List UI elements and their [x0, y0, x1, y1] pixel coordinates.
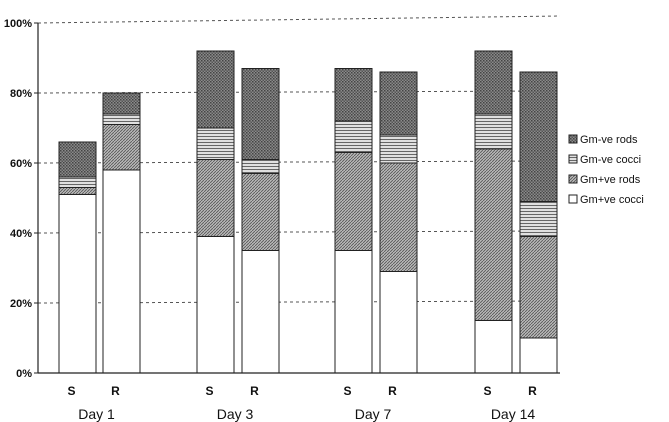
- y-tick-label: 80%: [10, 88, 32, 100]
- bar-segment-gm-ve-cocci: [334, 250, 373, 374]
- gridline: [37, 15, 561, 24]
- bar-segment-gm-ve-cocci: [241, 159, 280, 174]
- bar-segment-gm-ve-cocci: [379, 271, 418, 374]
- bar-segment-gm-ve-cocci: [196, 127, 235, 160]
- legend-label: Gm+ve rods: [580, 174, 641, 186]
- legend: Gm-ve rods Gm-ve cocci Gm+ve rods Gm+ve coc…: [568, 134, 644, 206]
- bar-segment-gm-ve-cocci: [474, 320, 513, 374]
- bar-segment-gm-ve-rods: [379, 71, 418, 136]
- x-tick-label: S: [343, 384, 351, 398]
- x-tick-label: R: [250, 384, 259, 398]
- x-tick-label: S: [67, 384, 75, 398]
- bar-segment-gm-ve-rods: [241, 68, 280, 160]
- bar-segment-gm-ve-rods: [58, 187, 97, 195]
- gridlines: [34, 15, 561, 374]
- y-tick-label: 40%: [10, 228, 32, 240]
- bar-segment-gm-ve-rods: [102, 124, 141, 171]
- bar-segment-gm-ve-cocci: [379, 134, 418, 164]
- bars: [58, 50, 558, 374]
- legend-label: Gm-ve rods: [580, 134, 638, 146]
- y-tick-label: 100%: [4, 18, 32, 30]
- group-label: Day 1: [78, 406, 115, 422]
- bar-segment-gm-ve-rods: [334, 152, 373, 251]
- x-tick-label: R: [388, 384, 397, 398]
- bar-segment-gm-ve-rods: [519, 236, 558, 339]
- bar-segment-gm-ve-cocci: [58, 194, 97, 374]
- x-tick-label: S: [205, 384, 213, 398]
- y-tick-label: 60%: [10, 158, 32, 170]
- bar-segment-gm-ve-rods: [58, 141, 97, 178]
- bar-segment-gm-ve-cocci: [474, 113, 513, 150]
- legend-label: Gm-ve cocci: [580, 154, 641, 166]
- bar-segment-gm-ve-rods: [334, 68, 373, 122]
- bar-segment-gm-ve-cocci: [102, 113, 141, 125]
- bar-segment-gm-ve-cocci: [196, 236, 235, 374]
- bar-segment-gm-ve-rods: [241, 173, 280, 251]
- y-tick-labels: 0% 20% 40% 60% 80% 100%: [4, 18, 32, 380]
- bar-segment-gm-ve-cocci: [334, 120, 373, 153]
- legend-swatch: [568, 154, 578, 164]
- bar-segment-gm-ve-rods: [196, 50, 235, 129]
- bar-segment-gm-ve-rods: [102, 92, 141, 115]
- legend-swatch: [568, 194, 578, 204]
- y-tick-label: 20%: [10, 298, 32, 310]
- x-tick-label: R: [528, 384, 537, 398]
- bar-segment-gm-ve-cocci: [241, 250, 280, 374]
- x-labels: S R S R S R S R Day 1 Day 3 Day 7 Day 14: [67, 384, 537, 422]
- axes: [37, 23, 560, 374]
- bar-segment-gm-ve-cocci: [58, 176, 97, 188]
- group-label: Day 3: [217, 406, 254, 422]
- bar-segment-gm-ve-cocci: [519, 201, 558, 237]
- legend-swatch: [568, 174, 578, 184]
- bar-segment-gm-ve-rods: [519, 71, 558, 202]
- legend-swatch: [568, 134, 578, 144]
- bar-segment-gm-ve-rods: [474, 50, 513, 115]
- group-label: Day 7: [355, 406, 392, 422]
- y-tick-label: 0%: [16, 368, 32, 380]
- group-label: Day 14: [491, 406, 536, 422]
- legend-label: Gm+ve cocci: [580, 194, 644, 206]
- x-tick-label: R: [111, 384, 120, 398]
- bar-segment-gm-ve-rods: [196, 159, 235, 237]
- bar-segment-gm-ve-cocci: [102, 169, 141, 374]
- bar-segment-gm-ve-cocci: [519, 337, 558, 374]
- x-tick-label: S: [483, 384, 491, 398]
- bar-segment-gm-ve-rods: [474, 148, 513, 321]
- bar-segment-gm-ve-rods: [379, 162, 418, 272]
